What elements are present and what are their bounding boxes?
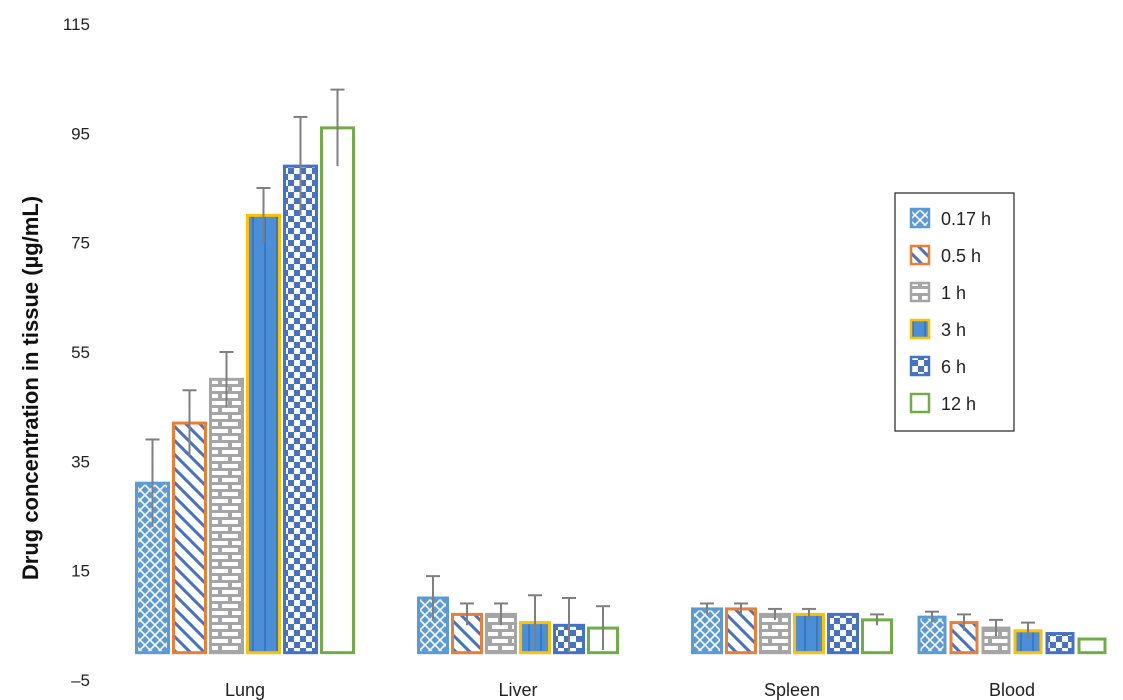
y-axis-title: Drug concentration in tissue (µg/mL) bbox=[18, 196, 43, 580]
bar-spleen-6h bbox=[827, 612, 859, 655]
legend-swatch bbox=[909, 355, 931, 377]
x-category-label: Blood bbox=[989, 680, 1035, 700]
bar-lung-3h bbox=[246, 213, 281, 655]
bar-blood-6h bbox=[1045, 632, 1075, 655]
legend-swatch bbox=[909, 244, 931, 266]
y-tick-label: –5 bbox=[71, 671, 90, 690]
bar-spleen-05h bbox=[725, 607, 757, 655]
y-tick-label: 55 bbox=[71, 343, 90, 362]
y-tick-label: 75 bbox=[71, 234, 90, 253]
legend-label: 3 h bbox=[941, 320, 966, 340]
legend-label: 0.17 h bbox=[941, 209, 991, 229]
x-axis: Lung Liver Spleen Blood bbox=[225, 680, 1035, 700]
legend-swatch bbox=[909, 392, 931, 414]
bar-spleen-1h bbox=[759, 612, 791, 655]
bar-spleen-3h bbox=[793, 612, 825, 655]
bar-spleen-017h bbox=[691, 607, 723, 655]
legend-label: 12 h bbox=[941, 394, 976, 414]
legend-label: 6 h bbox=[941, 357, 966, 377]
legend-swatch bbox=[909, 318, 931, 340]
y-tick-label: 115 bbox=[63, 15, 90, 34]
bar-lung-05h bbox=[172, 421, 207, 655]
x-category-label: Liver bbox=[498, 680, 537, 700]
y-tick-label: 15 bbox=[71, 562, 90, 581]
legend: 0.17 h 0.5 h 1 h 3 h 6 h 12 h bbox=[894, 192, 1015, 432]
x-category-label: Spleen bbox=[764, 680, 820, 700]
legend-label: 0.5 h bbox=[941, 246, 981, 266]
bar-lung-1h bbox=[209, 377, 244, 655]
bar-blood-12h bbox=[1077, 637, 1107, 655]
legend-label: 1 h bbox=[941, 283, 966, 303]
error-bars bbox=[145, 88, 1035, 653]
legend-box bbox=[894, 192, 1015, 432]
y-axis: –5 15 35 55 75 95 115 bbox=[63, 15, 90, 690]
legend-swatch bbox=[909, 281, 931, 303]
bar-lung-6h bbox=[283, 164, 318, 655]
x-category-label: Lung bbox=[225, 680, 265, 700]
legend-swatch bbox=[909, 207, 931, 229]
bar-lung-12h bbox=[320, 126, 355, 655]
bar-spleen-12h bbox=[861, 618, 893, 655]
y-tick-label: 95 bbox=[71, 124, 90, 143]
bar-blood-017h bbox=[917, 615, 947, 655]
y-tick-label: 35 bbox=[71, 452, 90, 471]
